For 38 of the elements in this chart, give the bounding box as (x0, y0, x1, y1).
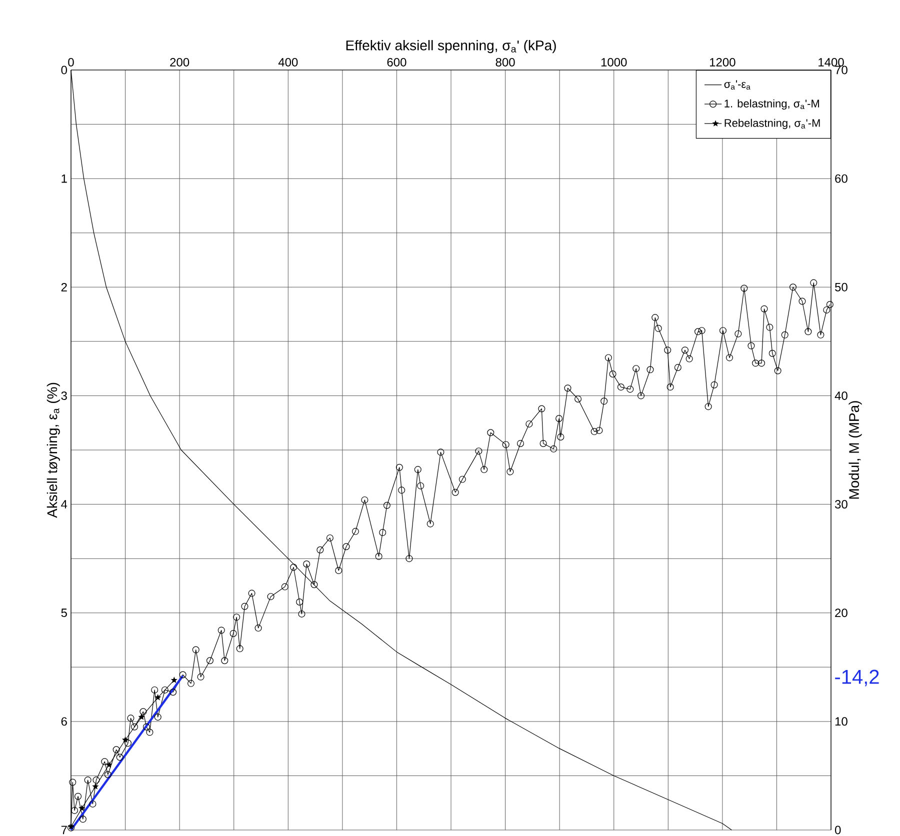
y2-tick-label: 40 (834, 391, 848, 400)
y2-tick-label: 60 (835, 174, 848, 183)
x-axis-title: Effektiv aksiell spenning, σ$_{a}$' (kPa) (346, 40, 556, 54)
point (122, 736, 129, 743)
point (138, 714, 145, 720)
y2-tick-label: 20 (835, 608, 848, 618)
point (170, 676, 178, 683)
y-tick-label: 0 (61, 66, 68, 74)
y2-tick-label: 30 (834, 500, 848, 509)
x-tick-label: 1000 (601, 58, 627, 66)
y-tick-label: 7 (61, 826, 67, 834)
y2-tick-label: 0 (835, 826, 841, 834)
point (78, 804, 86, 812)
y2-axis-title: Modul, M (MPa) (848, 401, 862, 499)
y-tick-label: 1 (62, 174, 67, 183)
x-tick-label: 800 (496, 58, 515, 66)
y-tick-label: 6 (61, 717, 67, 726)
legend-label: Rebelastning, σ$_{a}$'-M (724, 118, 820, 130)
x-tick-label: 200 (170, 58, 190, 66)
point (106, 761, 112, 768)
x-tick-label: 600 (387, 58, 406, 66)
text: -14,2 (835, 670, 879, 686)
y-tick-label: 5 (61, 608, 67, 618)
y2-tick-label: 10 (835, 717, 848, 726)
x-tick-label: 0 (68, 58, 74, 66)
y-tick-label: 4 (61, 500, 68, 508)
y-axis-title: Aksiell tøyning, ε$_{a}$ (%) (46, 382, 60, 518)
x-tick-label: 1400 (818, 58, 844, 66)
point (92, 783, 99, 790)
y-tick-label: 2 (61, 282, 67, 292)
x-tick-label: 400 (278, 58, 298, 66)
y-tick-label: 3 (61, 391, 67, 400)
point (154, 694, 162, 700)
x-tick-label: 1200 (710, 58, 736, 66)
legend-label: 1. belastning, σ$_{a}$'-M (724, 99, 819, 110)
y2-tick-label: 50 (835, 282, 848, 292)
y2-tick-label: 70 (835, 66, 848, 74)
legend-label: σ$_{a}$'-ε$_{a}$ (724, 80, 750, 90)
